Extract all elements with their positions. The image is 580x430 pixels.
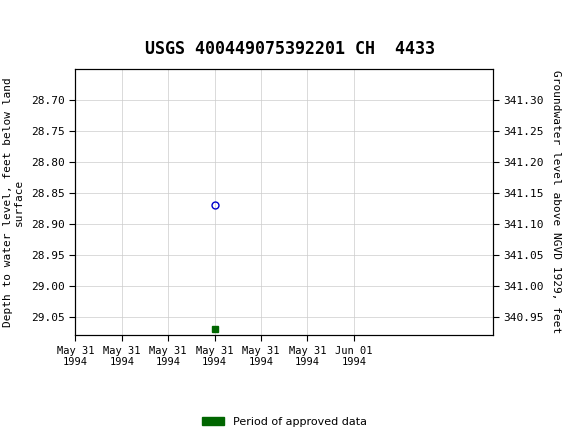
Y-axis label: Groundwater level above NGVD 1929, feet: Groundwater level above NGVD 1929, feet bbox=[551, 71, 561, 334]
Text: USGS 400449075392201 CH  4433: USGS 400449075392201 CH 4433 bbox=[145, 40, 435, 58]
Legend: Period of approved data: Period of approved data bbox=[197, 412, 371, 430]
Text: ≋USGS: ≋USGS bbox=[3, 16, 70, 36]
Y-axis label: Depth to water level, feet below land
surface: Depth to water level, feet below land su… bbox=[3, 77, 24, 327]
